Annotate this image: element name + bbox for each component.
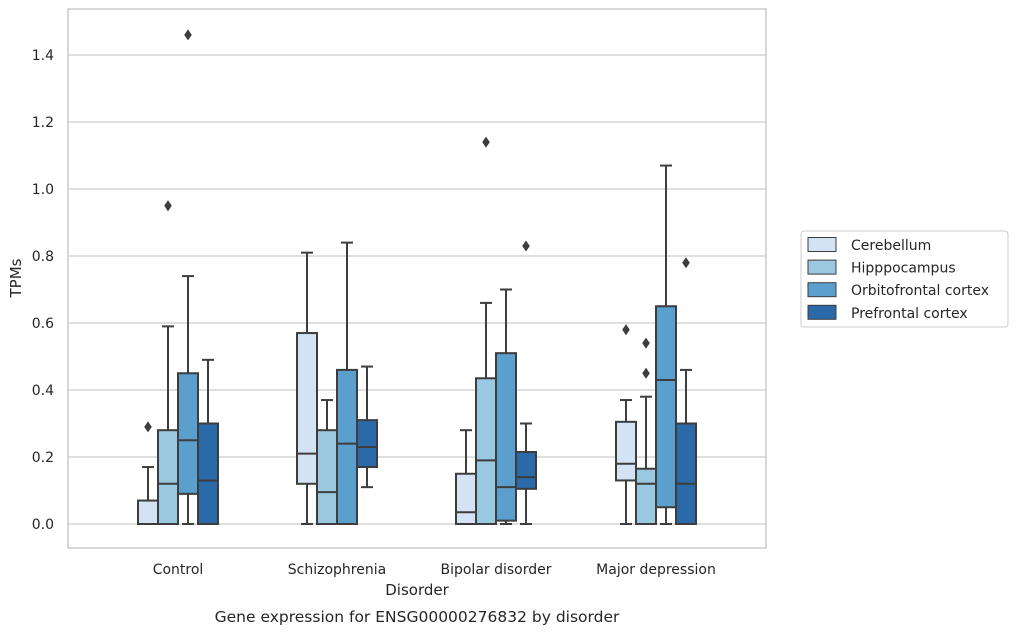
box-iqr xyxy=(655,305,677,509)
y-tick-label: 0.4 xyxy=(32,383,54,399)
y-tick-label: 0.2 xyxy=(32,450,54,466)
box-cerebellum xyxy=(455,429,477,525)
legend: Cerebellum Hipppocampus Orbitofrontal cort… xyxy=(800,230,1009,328)
box-iqr xyxy=(177,372,199,495)
box-prefrontal-cortex xyxy=(197,358,219,525)
legend-frame xyxy=(800,230,1009,328)
y-axis-title: TPMs xyxy=(7,258,25,298)
box-iqr xyxy=(475,377,497,525)
outlier-point xyxy=(642,367,650,379)
box-orbitofrontal-cortex xyxy=(336,241,358,525)
box-orbitofrontal-cortex xyxy=(655,164,677,525)
box-orbitofrontal-cortex xyxy=(495,288,517,525)
box-iqr xyxy=(675,422,697,525)
outlier-point xyxy=(622,324,630,336)
box-iqr xyxy=(137,499,159,525)
box-iqr xyxy=(336,368,358,525)
x-tick-label: Control xyxy=(153,562,204,578)
y-tick-label: 0.6 xyxy=(32,316,54,332)
legend-swatch xyxy=(807,304,837,320)
legend-entry: Hipppocampus xyxy=(851,261,956,277)
box-hipppocampus xyxy=(316,399,338,526)
x-tick-label: Bipolar disorder xyxy=(440,562,551,578)
box-iqr xyxy=(157,429,179,526)
box-iqr xyxy=(455,472,477,525)
y-tick-label: 0.8 xyxy=(32,249,54,265)
box-cerebellum xyxy=(296,251,318,525)
box-hipppocampus xyxy=(635,337,657,526)
outlier-point xyxy=(184,29,192,41)
box-iqr xyxy=(296,332,318,485)
box-iqr xyxy=(495,352,517,522)
box-iqr xyxy=(635,467,657,526)
legend-swatch xyxy=(807,237,837,252)
box-iqr xyxy=(197,422,219,525)
outlier-point xyxy=(522,240,530,252)
outlier-point xyxy=(642,337,650,349)
outlier-point xyxy=(482,136,490,148)
legend-entry: Cerebellum xyxy=(851,238,931,254)
legend-entry: Prefrontal cortex xyxy=(851,306,968,322)
y-tick-label: 1.4 xyxy=(32,48,54,64)
chart-caption: Gene expression for ENSG00000276832 by d… xyxy=(215,608,620,626)
box-hipppocampus xyxy=(157,200,179,526)
box-prefrontal-cortex xyxy=(675,257,697,525)
box-iqr xyxy=(356,419,378,469)
y-tick-label: 0.0 xyxy=(32,517,54,533)
legend-entry: Orbitofrontal cortex xyxy=(851,283,989,299)
legend-swatch xyxy=(807,282,837,298)
outlier-point xyxy=(144,421,152,433)
box-prefrontal-cortex xyxy=(515,240,537,525)
box-orbitofrontal-cortex xyxy=(177,29,199,525)
plot-area xyxy=(137,29,697,526)
y-axis: 0.0 0.2 0.4 0.6 0.8 1.0 1.2 1.4 xyxy=(32,48,54,533)
x-tick-label: Schizophrenia xyxy=(288,562,386,578)
axes-frame xyxy=(67,8,767,549)
x-axis: Control Schizophrenia Bipolar disorder Majo… xyxy=(153,562,716,578)
box-iqr xyxy=(316,429,338,526)
legend-swatch xyxy=(807,259,837,275)
box-cerebellum xyxy=(615,324,637,525)
outlier-point xyxy=(682,257,690,269)
box-prefrontal-cortex xyxy=(356,365,378,489)
x-tick-label: Major depression xyxy=(596,562,716,578)
y-tick-label: 1.2 xyxy=(32,115,54,131)
outlier-point xyxy=(164,200,172,212)
y-tick-label: 1.0 xyxy=(32,182,54,198)
box-iqr xyxy=(515,450,537,490)
box-cerebellum xyxy=(137,421,159,525)
box-iqr xyxy=(615,420,637,482)
box-hipppocampus xyxy=(475,136,497,525)
x-axis-title: Disorder xyxy=(385,581,449,599)
